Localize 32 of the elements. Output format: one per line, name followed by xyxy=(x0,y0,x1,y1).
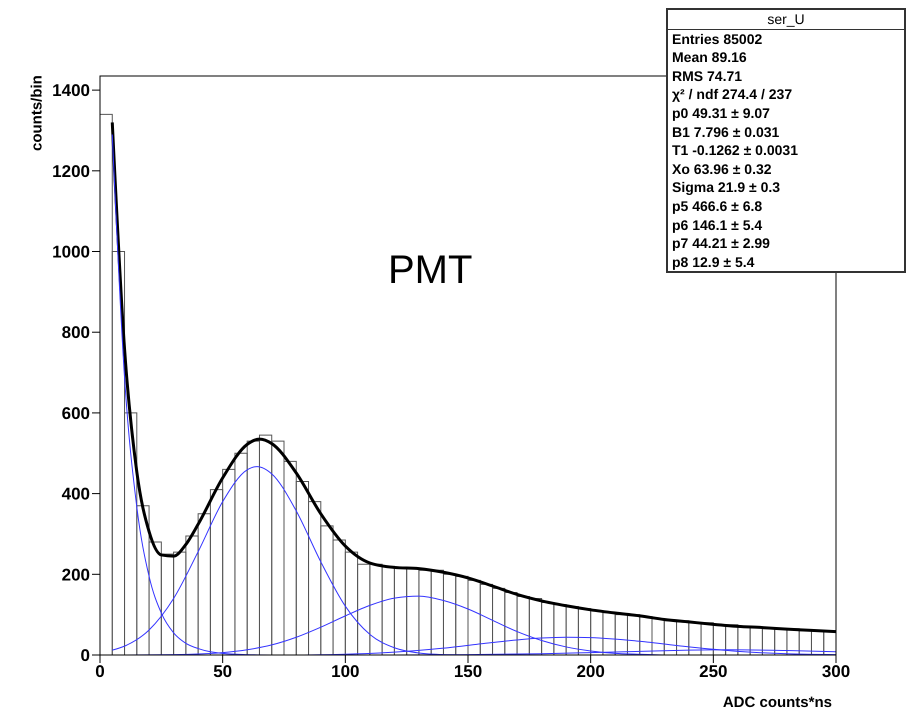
text: Mean 89.16 xyxy=(672,49,747,66)
annotation: p7 44.21 ± 2.99 xyxy=(671,234,771,253)
annotation: p5 466.6 ± 6.8 xyxy=(671,196,764,216)
y-tick-label: 1200 xyxy=(52,162,90,181)
y-tick-label: 1000 xyxy=(52,242,90,262)
x-tick-label: 250 xyxy=(699,662,728,682)
annotation: Xo 63.96 ± 0.32 xyxy=(671,160,773,178)
y-tick-label: 800 xyxy=(62,323,90,342)
x-tick-label: 100 xyxy=(331,662,360,682)
x-tick-label: 150 xyxy=(454,662,482,682)
x-axis-title: ADC counts*ns xyxy=(722,694,832,711)
annotation: Sigma 21.9 ± 0.3 xyxy=(671,178,782,197)
annotation: χ² / ndf 274.4 / 237 xyxy=(671,85,794,104)
x-tick-label: 0 xyxy=(95,662,105,682)
text: PMT xyxy=(388,248,472,293)
annotation: RMS 74.71 xyxy=(671,66,744,86)
y-tick-label: 0 xyxy=(80,646,90,666)
annotation: p8 12.9 ± 5.4 xyxy=(671,252,756,272)
annotation: p6 146.1 ± 5.4 xyxy=(671,216,764,234)
y-tick-label: 200 xyxy=(62,565,90,584)
x-tick-label: 200 xyxy=(576,662,605,682)
annotation: p0 49.31 ± 9.07 xyxy=(671,104,771,123)
x-tick-label: 300 xyxy=(822,662,850,682)
y-tick-label: 400 xyxy=(62,484,90,504)
y-tick-label: 600 xyxy=(62,404,90,423)
x-tick-label: 50 xyxy=(213,662,232,682)
text: Entries 85002 xyxy=(672,30,762,47)
y-tick-label: 1400 xyxy=(52,81,90,100)
annotation: T1 -0.1262 ± 0.0031 xyxy=(671,141,799,160)
legend-title: ser_U xyxy=(668,10,904,30)
y-axis-title: counts/bin xyxy=(28,75,46,151)
annotation: B1 7.796 ± 0.031 xyxy=(671,122,780,142)
